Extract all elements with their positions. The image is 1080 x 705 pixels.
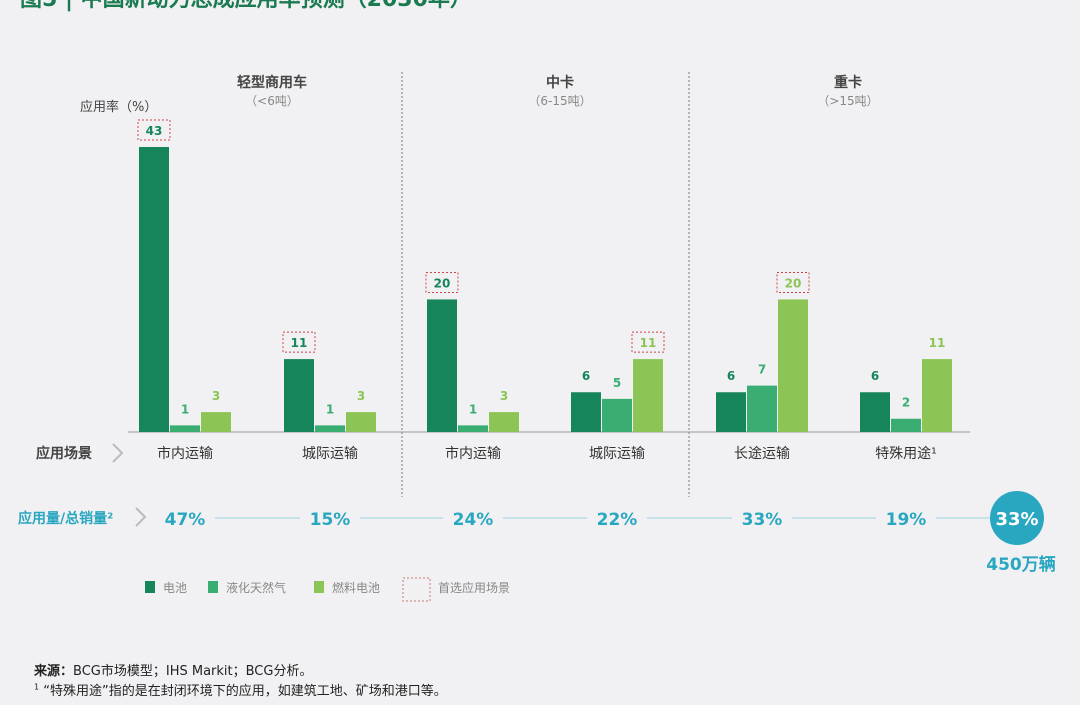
group-title: 重卡 (834, 74, 862, 91)
data-label: 3 (357, 389, 365, 403)
preferred-box (631, 331, 665, 353)
data-label: 6 (727, 369, 735, 383)
source-label: 来源： (34, 664, 74, 679)
category-label: 城际运输 (302, 446, 358, 462)
share-label-bg (732, 505, 792, 531)
preferred-box (137, 119, 171, 141)
share-value: 19% (886, 510, 927, 530)
data-label: 5 (613, 376, 621, 390)
data-label: 6 (582, 369, 590, 383)
legend-swatch (314, 581, 324, 593)
share-label-bg (443, 505, 503, 531)
bar-电池 (571, 392, 601, 432)
bar-燃料电池 (922, 359, 952, 432)
bar-燃料电池 (201, 412, 231, 432)
bar-液化天然气 (315, 425, 345, 432)
share-label-bg (155, 505, 215, 531)
bar-电池 (139, 147, 169, 432)
bar-液化天然气 (747, 385, 777, 432)
chart-title: 图5 | 中国新动力总成应用率预测（2030年） (20, 0, 472, 12)
chevron-right-icon (112, 443, 124, 463)
preferred-box (776, 271, 810, 293)
footnote-text: “特殊用途”指的是在封闭环境下的应用，如建筑工地、矿场和港口等。 (43, 684, 447, 699)
legend-label: 电池 (163, 581, 187, 595)
footnote-1: 1 “特殊用途”指的是在封闭环境下的应用，如建筑工地、矿场和港口等。 (34, 680, 447, 699)
bar-电池 (427, 299, 457, 432)
total-volume: 450万辆 (986, 554, 1056, 575)
row-label-scenario: 应用场景 (36, 445, 92, 462)
footnote-mark: 1 (34, 682, 40, 692)
share-value: 47% (165, 510, 206, 530)
bar-电池 (716, 392, 746, 432)
group-title: 轻型商用车 (237, 74, 307, 91)
bar-燃料电池 (778, 299, 808, 432)
total-share-circle (990, 491, 1044, 545)
group-subtitle: （<6吨） (245, 94, 299, 108)
data-label: 1 (181, 402, 189, 416)
data-label: 3 (500, 389, 508, 403)
share-label-bg (300, 505, 360, 531)
share-value: 15% (310, 510, 351, 530)
data-label: 6 (871, 369, 879, 383)
category-label: 市内运输 (445, 445, 501, 462)
bar-液化天然气 (170, 425, 200, 432)
legend-label: 燃料电池 (332, 580, 380, 595)
preferred-box (282, 331, 316, 353)
bar-液化天然气 (602, 398, 632, 432)
group-subtitle: （>15吨） (817, 94, 878, 108)
share-value: 33% (742, 510, 783, 530)
chevron-right-icon (135, 507, 147, 527)
category-label: 特殊用途¹ (875, 445, 937, 462)
total-share-value: 33% (995, 509, 1038, 530)
data-label: 11 (291, 336, 308, 350)
data-label: 11 (929, 336, 946, 350)
legend-swatch (145, 581, 155, 593)
bar-燃料电池 (346, 412, 376, 432)
data-label: 20 (785, 276, 802, 290)
source-note: 来源：BCG市场模型；IHS Markit；BCG分析。 (34, 660, 312, 679)
group-subtitle: （6-15吨） (528, 94, 591, 108)
preferred-box (425, 271, 459, 293)
data-label: 43 (146, 124, 163, 138)
group-title: 中卡 (546, 74, 574, 91)
category-label: 市内运输 (157, 445, 213, 462)
legend-preferred-swatch (402, 577, 431, 602)
bar-电池 (284, 359, 314, 432)
data-label: 3 (212, 389, 220, 403)
legend-swatch (208, 581, 218, 593)
share-value: 22% (597, 510, 638, 530)
data-label: 1 (326, 402, 334, 416)
legend-label: 液化天然气 (226, 580, 286, 595)
category-label: 长途运输 (734, 445, 790, 462)
bar-液化天然气 (891, 418, 921, 432)
row-label-share: 应用量/总销量² (18, 510, 113, 527)
bar-电池 (860, 392, 890, 432)
data-label: 11 (640, 336, 657, 350)
bar-燃料电池 (633, 359, 663, 432)
data-label: 7 (758, 363, 766, 377)
share-value: 24% (453, 510, 494, 530)
y-axis-label: 应用率（%） (80, 99, 157, 115)
share-label-bg (587, 505, 647, 531)
data-label: 2 (902, 396, 910, 410)
data-label: 1 (469, 402, 477, 416)
source-text: BCG市场模型；IHS Markit；BCG分析。 (73, 664, 313, 679)
share-label-bg (876, 505, 936, 531)
bar-燃料电池 (489, 412, 519, 432)
data-label: 20 (434, 276, 451, 290)
category-label: 城际运输 (589, 446, 645, 462)
legend-label: 首选应用场景 (438, 580, 510, 595)
bar-液化天然气 (458, 425, 488, 432)
